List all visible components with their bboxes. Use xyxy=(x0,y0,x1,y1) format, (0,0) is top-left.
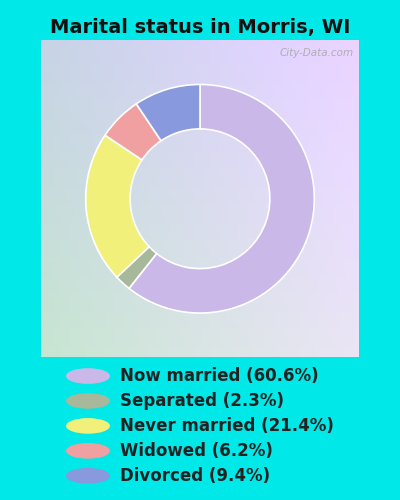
Text: City-Data.com: City-Data.com xyxy=(279,48,354,58)
Wedge shape xyxy=(86,135,149,277)
Text: Divorced (9.4%): Divorced (9.4%) xyxy=(120,467,270,485)
Wedge shape xyxy=(105,104,161,160)
Text: Widowed (6.2%): Widowed (6.2%) xyxy=(120,442,273,460)
Circle shape xyxy=(66,468,110,483)
Wedge shape xyxy=(136,84,200,141)
Circle shape xyxy=(66,368,110,384)
Circle shape xyxy=(66,393,110,409)
Text: Never married (21.4%): Never married (21.4%) xyxy=(120,417,334,435)
Circle shape xyxy=(66,418,110,434)
Text: Separated (2.3%): Separated (2.3%) xyxy=(120,392,284,410)
Circle shape xyxy=(66,443,110,458)
Wedge shape xyxy=(117,246,157,288)
Wedge shape xyxy=(129,84,314,313)
Text: Marital status in Morris, WI: Marital status in Morris, WI xyxy=(50,18,350,36)
Text: Now married (60.6%): Now married (60.6%) xyxy=(120,367,319,385)
